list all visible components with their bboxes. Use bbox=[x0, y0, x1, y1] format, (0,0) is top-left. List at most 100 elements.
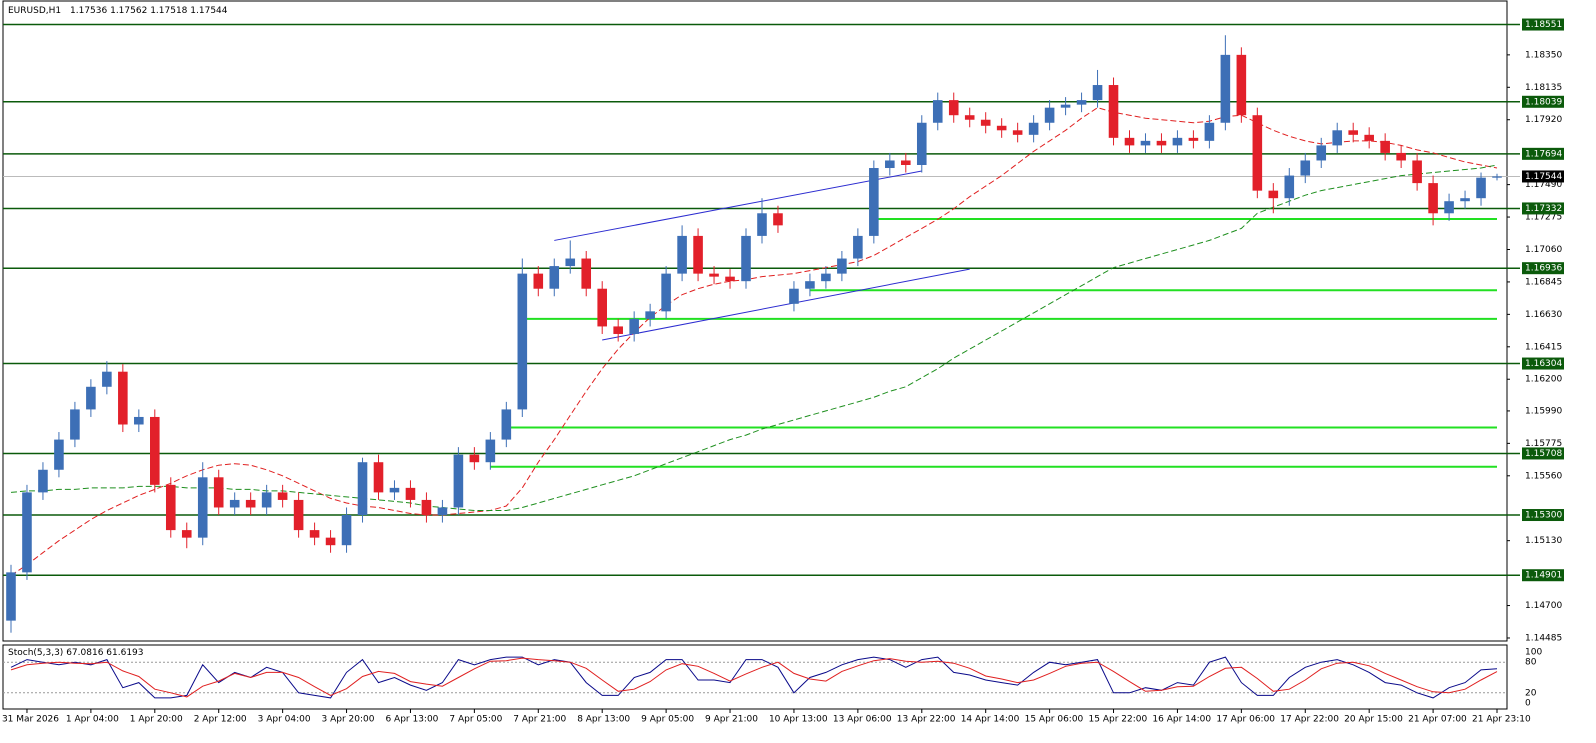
candle-body bbox=[821, 273, 831, 282]
candle-body bbox=[645, 311, 655, 319]
candle-body bbox=[70, 409, 80, 440]
candle-body bbox=[1124, 137, 1135, 146]
candle-body bbox=[1108, 85, 1119, 138]
level-label-box bbox=[1522, 569, 1564, 582]
level-label-box bbox=[1522, 447, 1564, 460]
x-tick-label: 1 Apr 04:00 bbox=[66, 715, 119, 725]
candle-body bbox=[373, 462, 384, 493]
candle-body bbox=[932, 100, 943, 123]
candle-body bbox=[357, 462, 368, 516]
symbol: EURUSD,H1 bbox=[8, 6, 61, 16]
candle-body bbox=[1380, 140, 1390, 153]
stoch-panel bbox=[2, 644, 1508, 710]
x-tick-label: 6 Apr 13:00 bbox=[385, 715, 438, 725]
candle-body bbox=[805, 281, 815, 289]
candle-body bbox=[1444, 201, 1454, 214]
level-label: 1.15708 bbox=[1525, 449, 1562, 459]
level-label: 1.15300 bbox=[1525, 511, 1562, 521]
x-tick-label: 13 Apr 06:00 bbox=[833, 715, 892, 725]
candle-body bbox=[1092, 85, 1103, 101]
candle-body bbox=[709, 273, 719, 277]
candle-body bbox=[1076, 100, 1087, 105]
candle-body bbox=[853, 235, 863, 259]
stoch-name: Stoch(5,3,3) bbox=[8, 648, 63, 658]
candle-body bbox=[38, 469, 48, 493]
candle-body bbox=[789, 288, 799, 304]
candle-body bbox=[996, 125, 1007, 131]
candle-body bbox=[837, 258, 847, 274]
y-tick-label: 1.17060 bbox=[1525, 245, 1562, 255]
candle-body bbox=[485, 439, 496, 463]
candle-body bbox=[325, 537, 336, 546]
candle-body bbox=[1268, 190, 1279, 199]
candle-body bbox=[549, 266, 560, 289]
candle-body bbox=[629, 318, 639, 334]
current-price-box bbox=[1522, 170, 1564, 183]
stoch-line bbox=[10, 657, 1498, 698]
stoch-title: Stoch(5,3,3) 67.0816 61.6193 bbox=[8, 648, 144, 658]
x-tick-label: 13 Apr 22:00 bbox=[897, 715, 956, 725]
level-label: 1.16304 bbox=[1525, 359, 1562, 369]
candle-body bbox=[1172, 137, 1183, 146]
candle-body bbox=[181, 530, 192, 538]
y-tick-label: 1.16845 bbox=[1525, 277, 1562, 287]
moving-average bbox=[10, 107, 1498, 576]
candle-body bbox=[1236, 54, 1247, 116]
candle-body bbox=[229, 499, 240, 508]
candle-body bbox=[86, 386, 96, 410]
candle-body bbox=[869, 168, 879, 236]
candle-body bbox=[1060, 104, 1071, 108]
candle-body bbox=[565, 258, 576, 267]
candle-body bbox=[341, 515, 352, 546]
y-tick-label: 1.15130 bbox=[1525, 536, 1562, 546]
x-tick-label: 3 Apr 20:00 bbox=[322, 715, 375, 725]
level-label: 1.18551 bbox=[1525, 20, 1562, 30]
candle-body bbox=[1012, 130, 1023, 135]
x-tick-label: 7 Apr 21:00 bbox=[513, 715, 566, 725]
candle-body bbox=[964, 115, 975, 120]
candle-body bbox=[54, 439, 64, 470]
candle-body bbox=[517, 273, 528, 410]
candle-body bbox=[613, 326, 623, 334]
candle-body bbox=[213, 477, 224, 508]
level-label-box bbox=[1522, 509, 1564, 522]
candle-body bbox=[980, 119, 991, 126]
y-tick-label: 1.17920 bbox=[1525, 115, 1562, 125]
candle-body bbox=[405, 487, 416, 500]
level-label-box bbox=[1522, 202, 1564, 215]
candle-body bbox=[916, 122, 927, 165]
x-tick-label: 9 Apr 21:00 bbox=[705, 715, 758, 725]
candle-body bbox=[197, 477, 208, 538]
y-tick-label: 1.15990 bbox=[1525, 406, 1562, 416]
candle-body bbox=[1332, 130, 1343, 146]
y-tick-label: 1.15560 bbox=[1525, 471, 1562, 481]
candle-body bbox=[469, 454, 480, 463]
candle-body bbox=[725, 276, 735, 282]
trendline bbox=[554, 170, 922, 241]
y-tick-label: 1.14485 bbox=[1525, 633, 1562, 643]
candle-body bbox=[6, 572, 16, 621]
level-label: 1.17332 bbox=[1525, 204, 1562, 214]
x-tick-label: 14 Apr 14:00 bbox=[961, 715, 1020, 725]
candle-body bbox=[1252, 115, 1263, 191]
level-label: 1.17694 bbox=[1525, 149, 1562, 159]
y-tick-label: 1.15775 bbox=[1525, 439, 1562, 449]
candle-body bbox=[277, 492, 288, 500]
low: 1.17518 bbox=[150, 6, 187, 16]
stoch-tick-label: 80 bbox=[1525, 658, 1537, 668]
x-tick-label: 7 Apr 05:00 bbox=[449, 715, 502, 725]
x-tick-label: 16 Apr 14:00 bbox=[1152, 715, 1211, 725]
candle-body bbox=[597, 288, 607, 327]
x-tick-label: 17 Apr 22:00 bbox=[1280, 715, 1339, 725]
y-tick-label: 1.18350 bbox=[1525, 50, 1562, 60]
candle-body bbox=[293, 499, 304, 531]
x-tick-label: 15 Apr 06:00 bbox=[1025, 715, 1084, 725]
candle-body bbox=[1204, 122, 1215, 141]
candle-body bbox=[22, 492, 32, 573]
candle-body bbox=[1028, 122, 1039, 135]
candle-body bbox=[693, 235, 703, 274]
x-tick-label: 17 Apr 06:00 bbox=[1216, 715, 1275, 725]
candle-body bbox=[102, 371, 112, 387]
x-tick-label: 3 Apr 04:00 bbox=[258, 715, 311, 725]
